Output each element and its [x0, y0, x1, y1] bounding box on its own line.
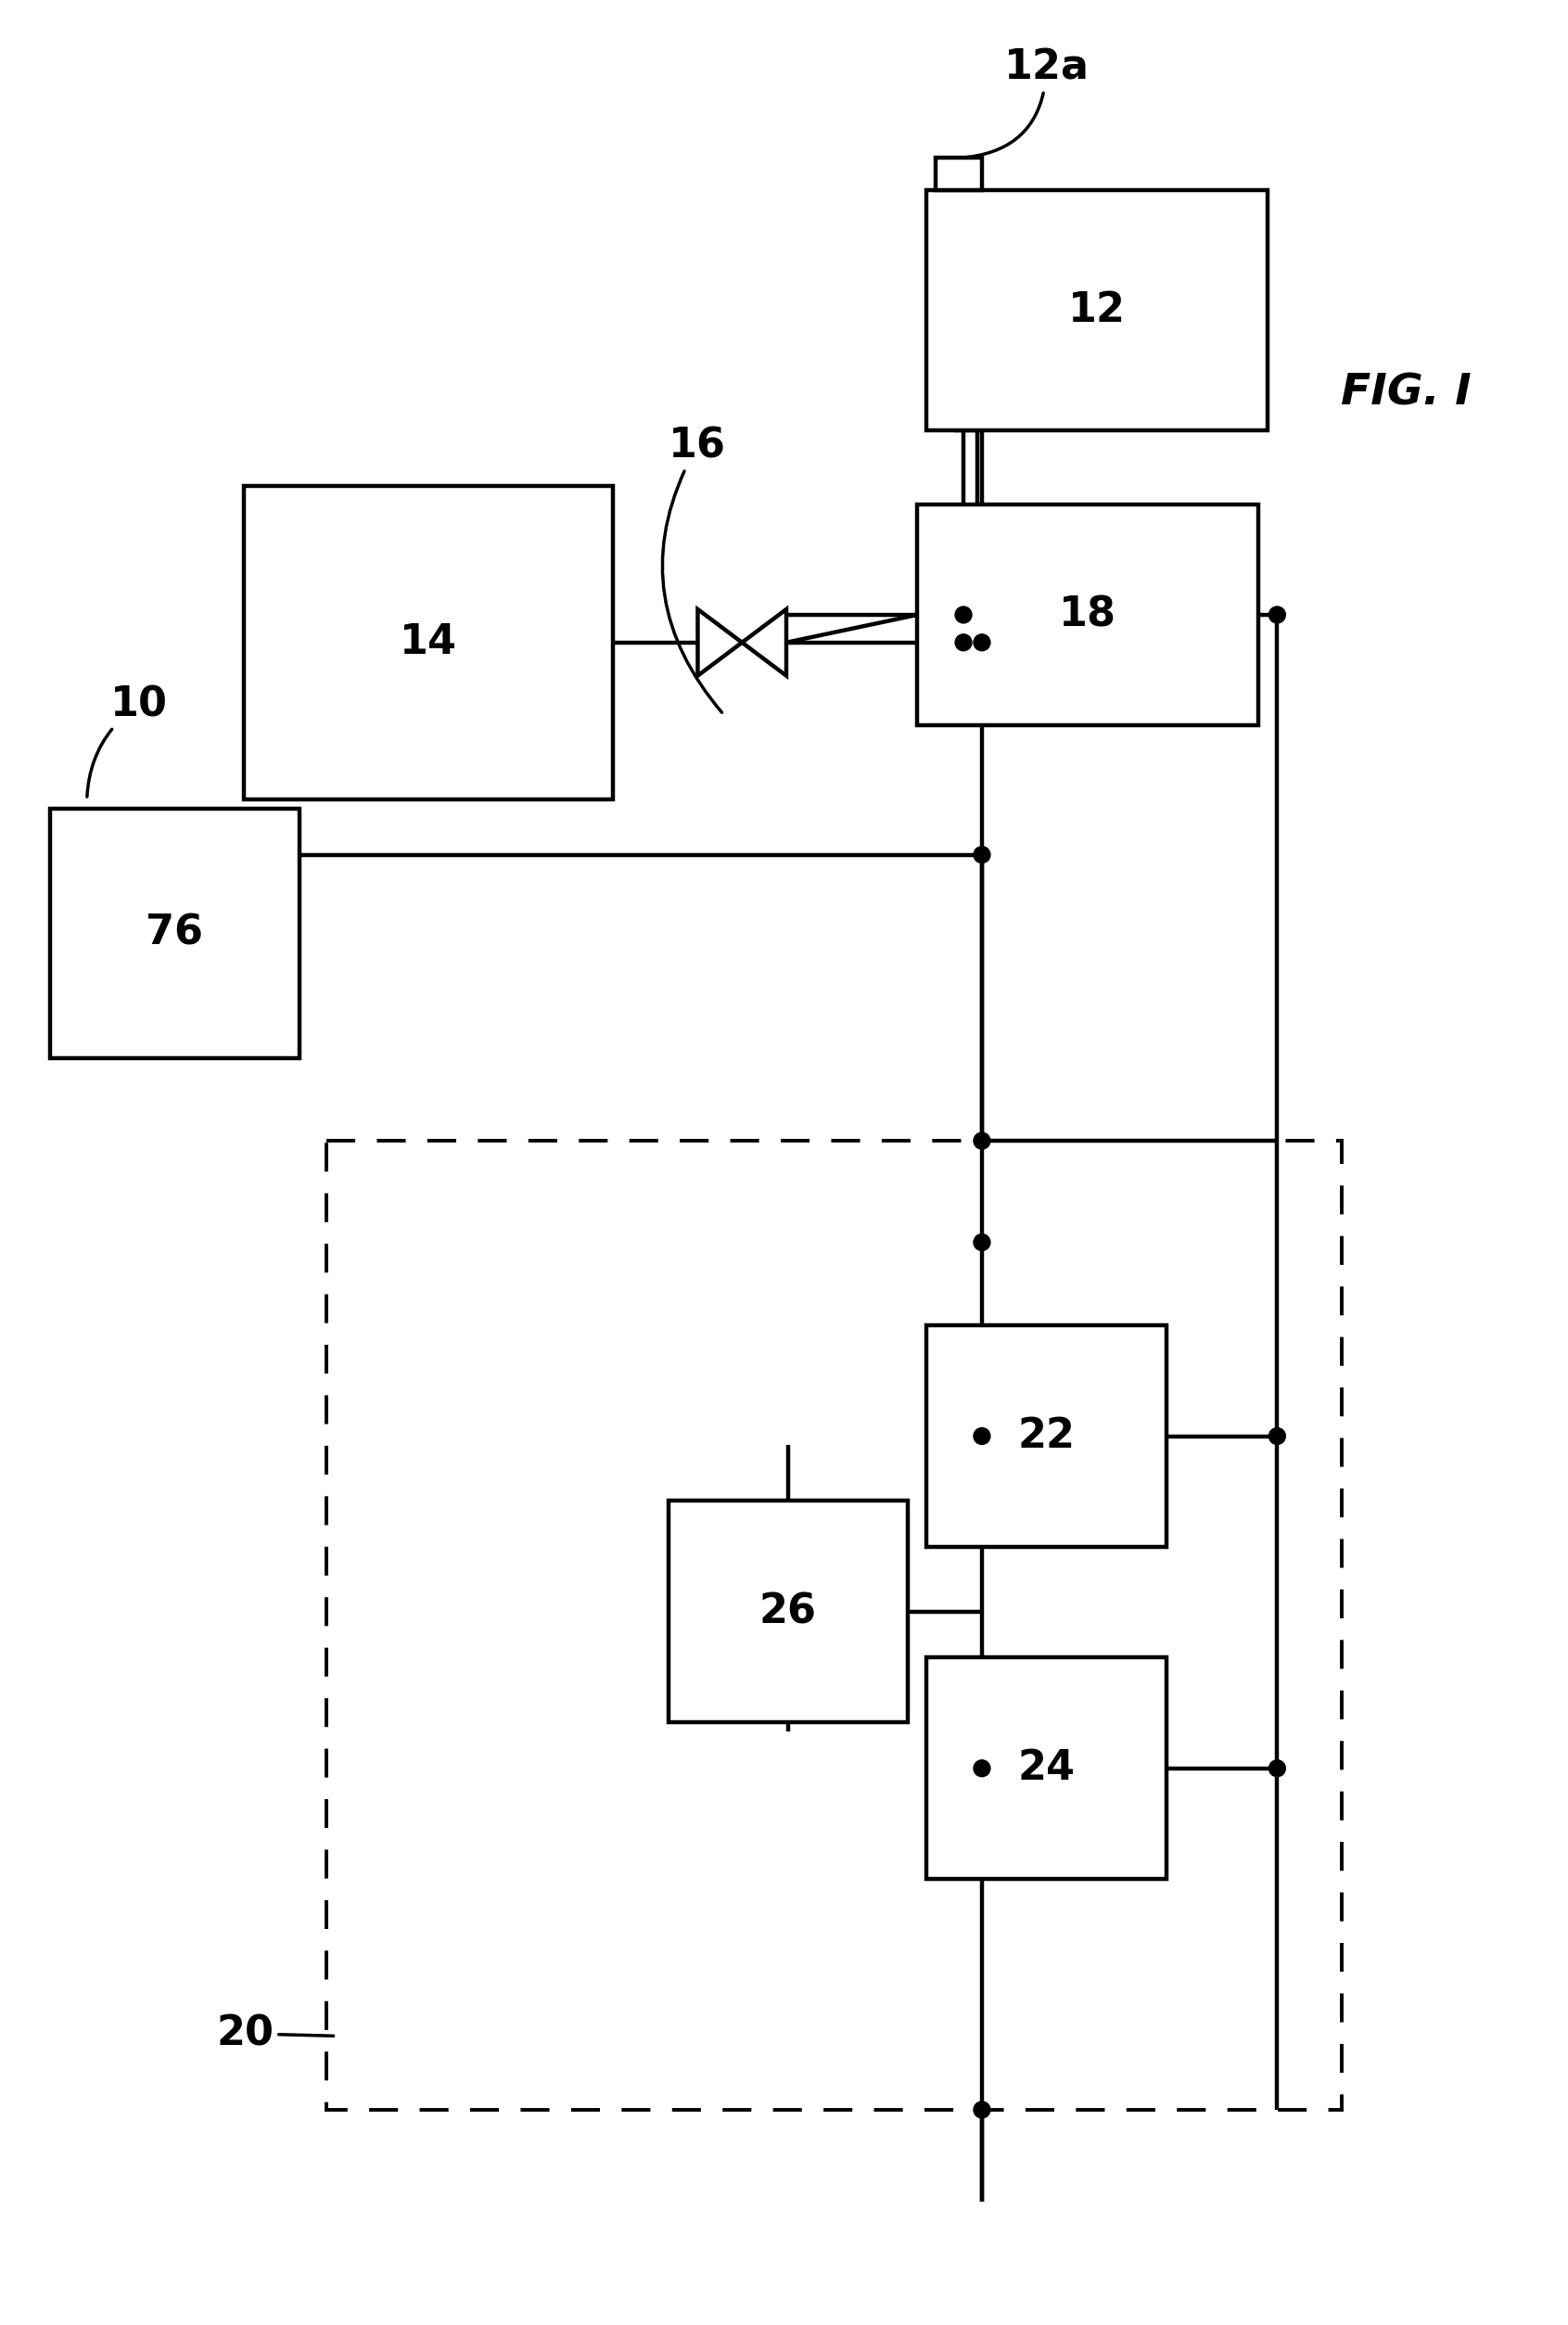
Text: 22: 22: [1018, 1416, 1076, 1455]
Text: 20: 20: [216, 2013, 334, 2053]
Text: 14: 14: [400, 623, 456, 663]
Circle shape: [955, 635, 972, 651]
Bar: [668, 1500, 908, 1723]
Circle shape: [1269, 1428, 1286, 1444]
Text: 10: 10: [88, 686, 168, 797]
Text: FIG. I: FIG. I: [1341, 372, 1472, 414]
Circle shape: [1269, 1760, 1286, 1776]
Circle shape: [955, 607, 972, 623]
Bar: [936, 158, 982, 191]
Circle shape: [1269, 607, 1286, 623]
Circle shape: [974, 1428, 991, 1444]
Circle shape: [974, 1760, 991, 1776]
Bar: [927, 1325, 1167, 1546]
Text: 12: 12: [1068, 291, 1126, 330]
Circle shape: [974, 635, 991, 651]
Polygon shape: [698, 609, 742, 677]
Bar: [927, 191, 1269, 430]
Polygon shape: [742, 609, 786, 677]
Circle shape: [974, 846, 991, 863]
Text: 26: 26: [759, 1593, 817, 1632]
Bar: [917, 505, 1259, 725]
Bar: [50, 809, 299, 1058]
Bar: [927, 1658, 1167, 1879]
Text: 18: 18: [1060, 595, 1116, 635]
Text: 16: 16: [662, 425, 726, 711]
Bar: [326, 1142, 1342, 2109]
Circle shape: [974, 2102, 991, 2118]
Circle shape: [974, 1132, 991, 1149]
Circle shape: [974, 1235, 991, 1251]
Text: 24: 24: [1018, 1748, 1076, 1788]
Text: 76: 76: [146, 914, 204, 953]
Text: 12a: 12a: [961, 49, 1090, 158]
Bar: [243, 486, 613, 800]
